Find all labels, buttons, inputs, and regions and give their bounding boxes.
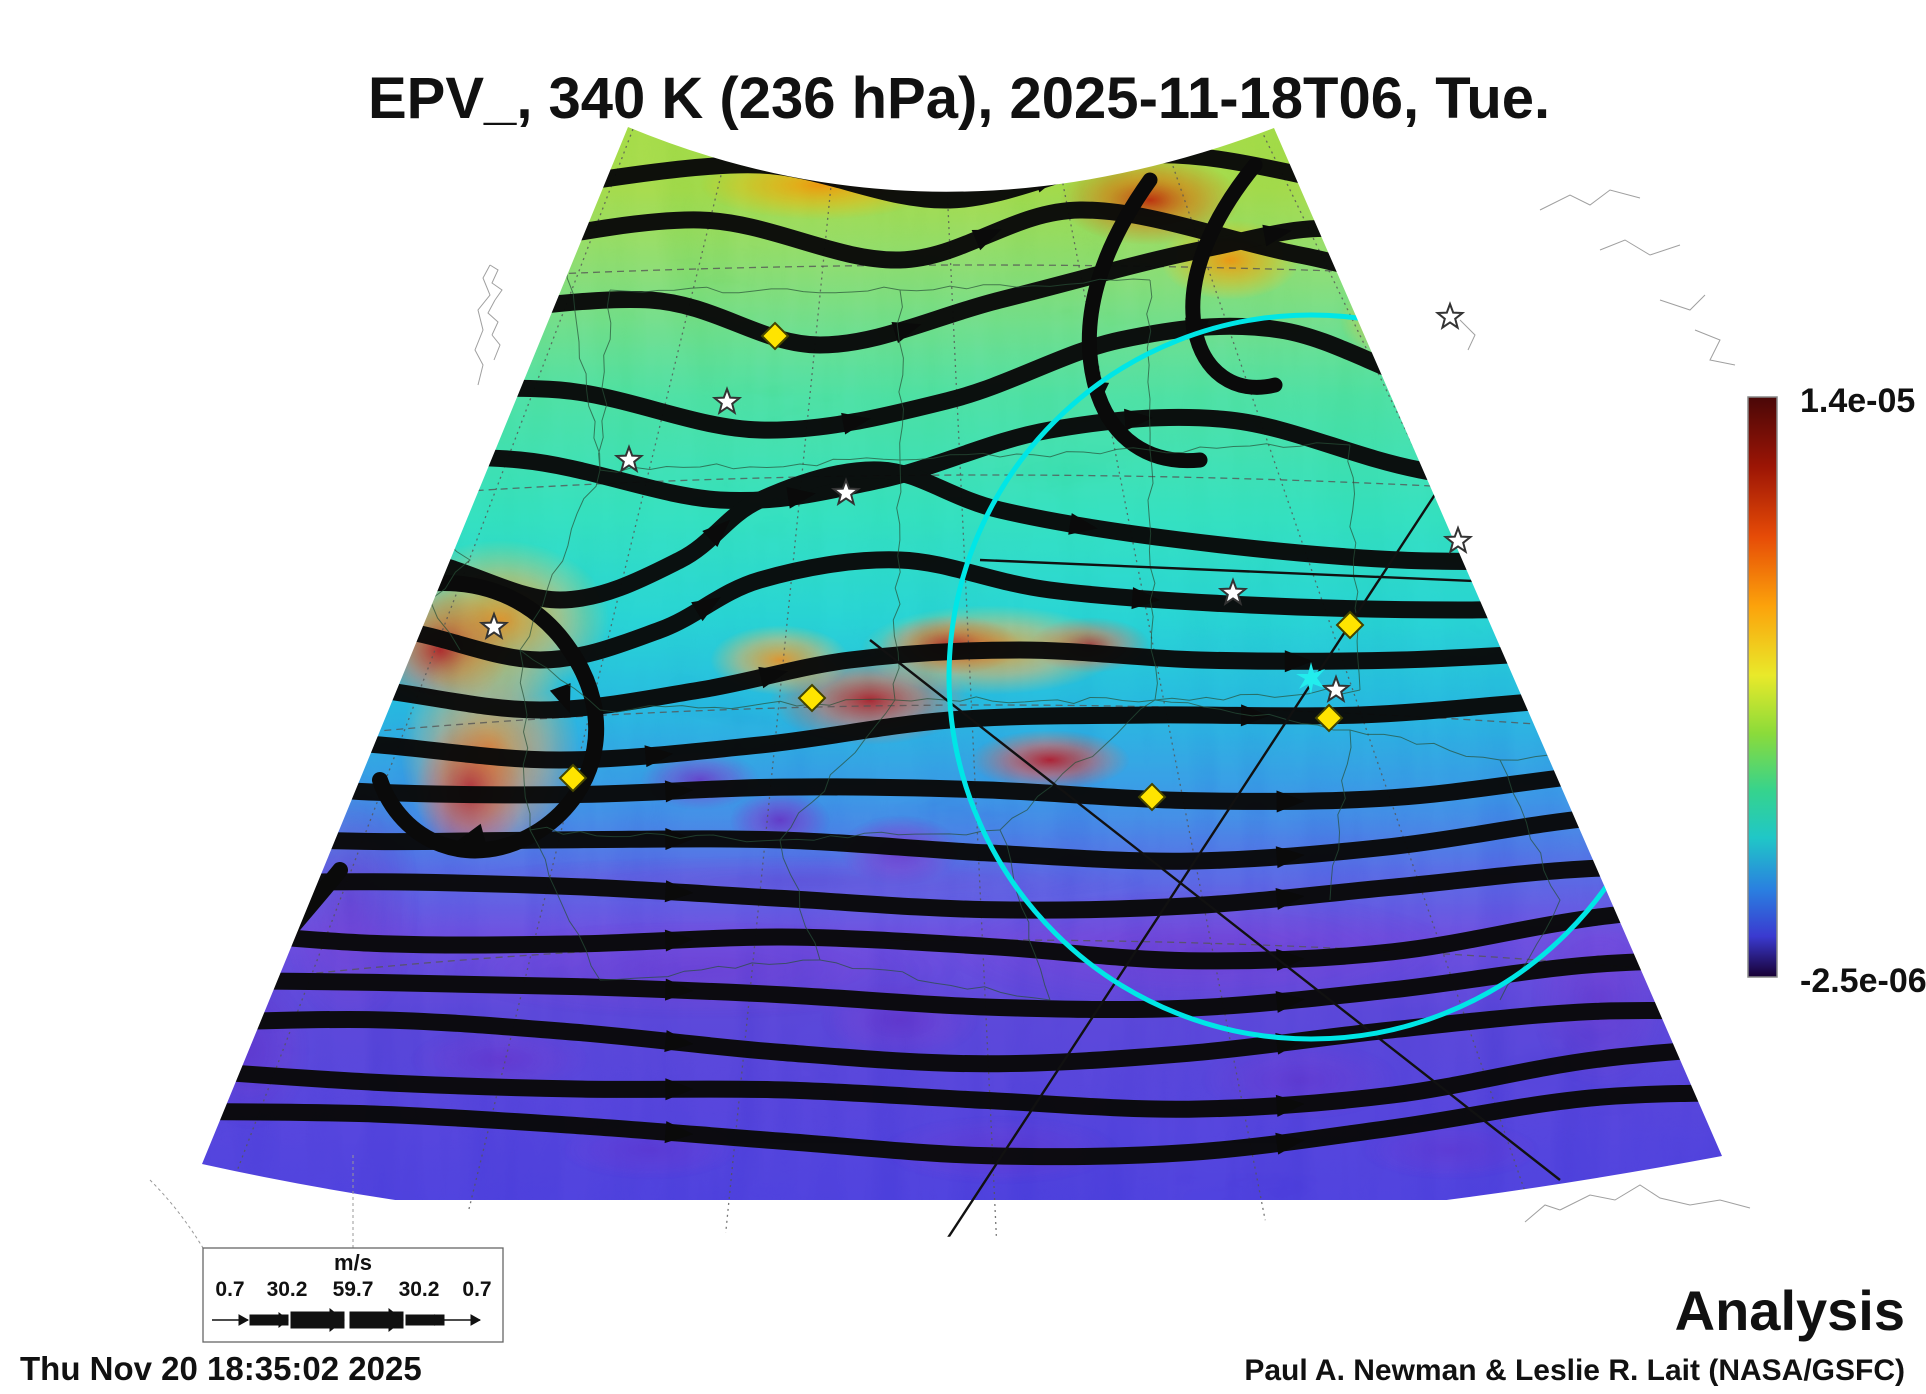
svg-text:EPV_, 340 K (236 hPa), 2025-11: EPV_, 340 K (236 hPa), 2025-11-18T06, Tu…	[368, 66, 1550, 131]
svg-text:Paul A. Newman & Leslie R. Lai: Paul A. Newman & Leslie R. Lait (NASA/GS…	[1244, 1354, 1905, 1387]
svg-text:-2.5e-06: -2.5e-06	[1800, 962, 1926, 1000]
svg-text:m/s: m/s	[334, 1250, 372, 1275]
svg-text:30.2: 30.2	[267, 1278, 308, 1301]
svg-text:59.7: 59.7	[333, 1278, 374, 1301]
svg-text:0.7: 0.7	[462, 1278, 491, 1301]
svg-text:30.2: 30.2	[399, 1278, 440, 1301]
svg-text:Analysis: Analysis	[1675, 1279, 1905, 1342]
svg-text:1.4e-05: 1.4e-05	[1800, 382, 1915, 420]
svg-text:0.7: 0.7	[215, 1278, 244, 1301]
svg-text:Thu Nov 20 18:35:02 2025: Thu Nov 20 18:35:02 2025	[20, 1350, 422, 1387]
